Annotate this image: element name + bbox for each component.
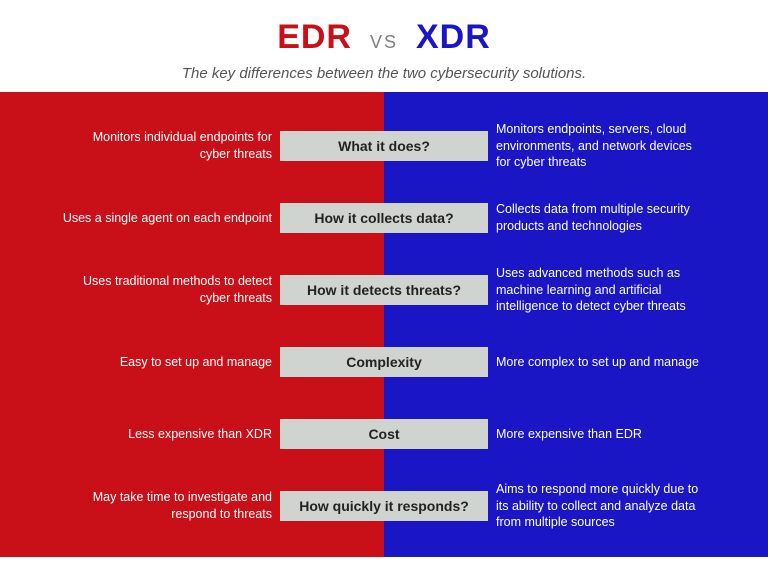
left-text: Uses a single agent on each endpoint xyxy=(63,210,272,227)
category-pill: How it detects threats? xyxy=(276,275,492,305)
comparison-grid: Monitors individual endpoints for cyber … xyxy=(0,92,768,557)
title-row: EDR VS XDR xyxy=(0,18,768,57)
category-pill: How quickly it responds? xyxy=(276,491,492,521)
title-left: EDR xyxy=(277,18,352,57)
left-text: Easy to set up and manage xyxy=(120,354,272,371)
left-text: May take time to investigate and respond… xyxy=(62,489,272,523)
right-text: Collects data from multiple security pro… xyxy=(496,201,706,235)
category-pill: How it collects data? xyxy=(276,203,492,233)
left-text: Less expensive than XDR xyxy=(128,426,272,443)
label-column: What it does? How it collects data? How … xyxy=(276,110,492,542)
right-text: Uses advanced methods such as machine le… xyxy=(496,265,706,316)
title-vs: VS xyxy=(370,32,398,53)
right-text: Monitors endpoints, servers, cloud envir… xyxy=(496,121,706,172)
left-text: Uses traditional methods to detect cyber… xyxy=(62,273,272,307)
left-text: Monitors individual endpoints for cyber … xyxy=(62,129,272,163)
subtitle: The key differences between the two cybe… xyxy=(0,65,768,82)
right-text: More expensive than EDR xyxy=(496,426,642,443)
category-pill: Cost xyxy=(276,419,492,449)
category-pill: Complexity xyxy=(276,347,492,377)
category-pill: What it does? xyxy=(276,131,492,161)
right-text: More complex to set up and manage xyxy=(496,354,699,371)
right-text: Aims to respond more quickly due to its … xyxy=(496,481,706,532)
header: EDR VS XDR The key differences between t… xyxy=(0,0,768,92)
title-right: XDR xyxy=(416,18,491,57)
